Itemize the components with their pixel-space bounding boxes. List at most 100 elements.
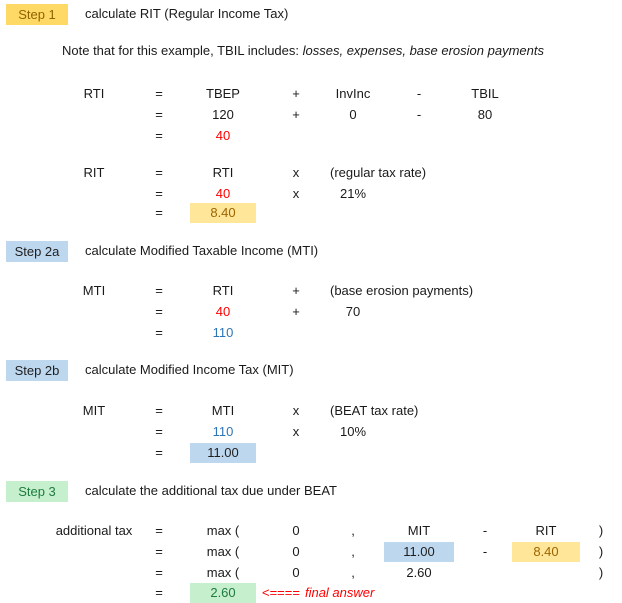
tbil-note: Note that for this example, TBIL include…	[62, 41, 544, 61]
base-erosion-payments-desc: (base erosion payments)	[330, 283, 474, 298]
step2a-title: calculate Modified Taxable Income (MTI)	[85, 243, 319, 258]
addtax-formula-row: additional tax = max ( 0 , MIT - RIT )	[0, 521, 622, 541]
comma-separator: ,	[351, 565, 355, 580]
mti-values-row: = 40 + 70	[0, 302, 622, 322]
equals-sign: =	[155, 165, 163, 180]
final-answer-annotation: <==== final answer	[262, 583, 582, 603]
mti-label: MTI	[82, 283, 106, 298]
addtax-result-row: = 2.60 <==== final answer	[0, 583, 622, 603]
final-answer-cell: 2.60	[190, 583, 256, 603]
close-paren: )	[598, 565, 604, 580]
step2a-header-row: Step 2a calculate Modified Taxable Incom…	[0, 241, 622, 262]
comma-separator: ,	[351, 544, 355, 559]
tbil-value: 80	[477, 107, 493, 122]
step2b-title: calculate Modified Income Tax (MIT)	[85, 362, 294, 377]
equals-sign: =	[155, 523, 163, 538]
equals-sign: =	[155, 107, 163, 122]
mit-formula-row: MIT = MTI x (BEAT tax rate)	[0, 401, 622, 421]
plus-operator: +	[292, 283, 300, 298]
zero-term: 0	[292, 523, 300, 538]
step3-title: calculate the additional tax due under B…	[85, 483, 337, 498]
rit-value-cell: 8.40	[512, 542, 580, 562]
equals-sign: =	[155, 445, 163, 460]
rit-values-row: = 40 x 21%	[0, 184, 622, 204]
mti-value: 110	[212, 424, 234, 439]
mti-term: MTI	[211, 403, 235, 418]
regular-tax-rate-value: 21%	[339, 186, 367, 201]
beat-tax-rate-value: 10%	[339, 424, 367, 439]
step2b-header-row: Step 2b calculate Modified Income Tax (M…	[0, 360, 622, 381]
note-prefix: Note that for this example, TBIL include…	[62, 43, 303, 58]
max-open-paren: max (	[206, 565, 240, 580]
tbep-value: 120	[212, 107, 234, 122]
rti-value: 40	[215, 304, 231, 319]
plus-operator: +	[292, 304, 300, 319]
close-paren: )	[598, 523, 604, 538]
mit-value-cell: 11.00	[384, 542, 454, 562]
base-erosion-payments-value: 70	[345, 304, 361, 319]
equals-sign: =	[155, 565, 163, 580]
minus-operator: -	[482, 544, 488, 559]
invinc-term: InvInc	[335, 86, 371, 101]
rit-formula-row: RIT = RTI x (regular tax rate)	[0, 163, 622, 183]
tbil-term: TBIL	[471, 86, 499, 101]
step1-title: calculate RIT (Regular Income Tax)	[85, 6, 289, 21]
equals-sign: =	[155, 86, 163, 101]
mit-values-row: = 110 x 10%	[0, 422, 622, 442]
mit-result-row: = 11.00	[0, 443, 622, 463]
addtax-values-row: = max ( 0 , 11.00 - 8.40 )	[0, 542, 622, 562]
note-row: Note that for this example, TBIL include…	[0, 41, 622, 61]
times-operator: x	[292, 165, 300, 180]
addtax-simplified-row: = max ( 0 , 2.60 )	[0, 563, 622, 583]
rti-values-row: = 120 + 0 - 80	[0, 105, 622, 125]
tbep-term: TBEP	[206, 86, 240, 101]
additional-tax-label: additional tax	[55, 523, 133, 538]
mti-result-row: = 110	[0, 323, 622, 343]
mti-result-value: 110	[212, 325, 234, 340]
final-answer-text: final answer	[304, 585, 375, 600]
minus-operator: -	[416, 107, 422, 122]
difference-value: 2.60	[406, 565, 432, 580]
regular-tax-rate-desc: (regular tax rate)	[330, 165, 427, 180]
comma-separator: ,	[351, 523, 355, 538]
beat-tax-rate-desc: (BEAT tax rate)	[330, 403, 419, 418]
equals-sign: =	[155, 424, 163, 439]
rti-formula-row: RTI = TBEP + InvInc - TBIL	[0, 84, 622, 104]
minus-operator: -	[482, 523, 488, 538]
mit-label: MIT	[82, 403, 106, 418]
max-open-paren: max (	[206, 544, 240, 559]
equals-sign: =	[155, 544, 163, 559]
rti-value: 40	[215, 186, 231, 201]
mti-formula-row: MTI = RTI + (base erosion payments)	[0, 281, 622, 301]
max-open-paren: max (	[206, 523, 240, 538]
equals-sign: =	[155, 585, 163, 600]
zero-term: 0	[292, 565, 300, 580]
step1-header-row: Step 1 calculate RIT (Regular Income Tax…	[0, 4, 622, 25]
plus-operator: +	[292, 86, 300, 101]
rit-label: RIT	[83, 165, 105, 180]
step2a-badge: Step 2a	[6, 241, 68, 262]
step3-badge: Step 3	[6, 481, 68, 502]
zero-term: 0	[292, 544, 300, 559]
equals-sign: =	[155, 205, 163, 220]
equals-sign: =	[155, 325, 163, 340]
mit-result-cell: 11.00	[190, 443, 256, 463]
times-operator: x	[292, 403, 300, 418]
times-operator: x	[292, 424, 300, 439]
rti-label: RTI	[83, 86, 105, 101]
step2b-badge: Step 2b	[6, 360, 68, 381]
times-operator: x	[292, 186, 300, 201]
mit-term: MIT	[407, 523, 431, 538]
equals-sign: =	[155, 403, 163, 418]
minus-operator: -	[416, 86, 422, 101]
arrow-glyph: <====	[262, 585, 300, 600]
step3-header-row: Step 3 calculate the additional tax due …	[0, 481, 622, 502]
rit-result-cell: 8.40	[190, 203, 256, 223]
close-paren: )	[598, 544, 604, 559]
rit-term: RIT	[535, 523, 557, 538]
rti-result-row: = 40	[0, 126, 622, 146]
step1-badge: Step 1	[6, 4, 68, 25]
rti-result-value: 40	[215, 128, 231, 143]
plus-operator: +	[292, 107, 300, 122]
